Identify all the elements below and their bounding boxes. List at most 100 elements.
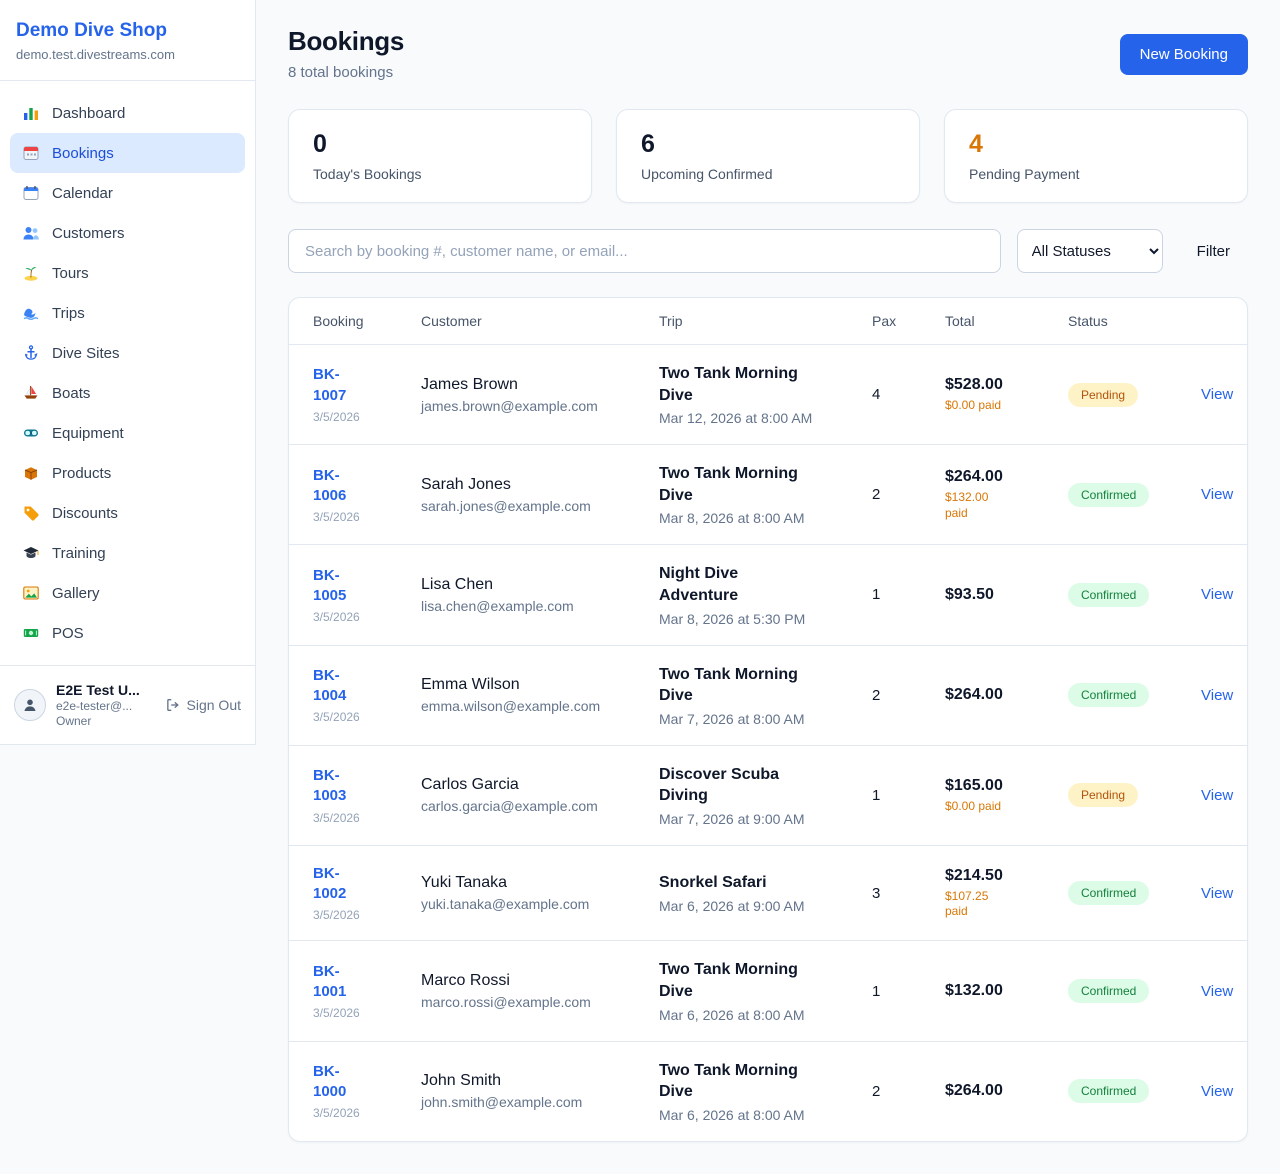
sidebar-item-trips[interactable]: Trips xyxy=(10,293,245,333)
column-header-customer: Customer xyxy=(421,313,482,329)
trip-cell: Snorkel Safari Mar 6, 2026 at 9:00 AM xyxy=(659,872,864,914)
sidebar-item-boats[interactable]: Boats xyxy=(10,373,245,413)
total-amount: $264.00 xyxy=(945,468,1003,486)
booking-link[interactable]: BK-1006 xyxy=(313,466,347,504)
total-cell: $264.00 xyxy=(945,1082,1060,1100)
sidebar-user-section: E2E Test U... e2e-tester@... Owner Sign … xyxy=(0,666,255,744)
trip-cell: Two Tank Morning Dive Mar 8, 2026 at 8:0… xyxy=(659,463,864,526)
sidebar-item-products[interactable]: Products xyxy=(10,453,245,493)
view-link[interactable]: View xyxy=(1201,884,1234,902)
booking-link[interactable]: BK-1000 xyxy=(313,1062,347,1101)
page-subtitle: 8 total bookings xyxy=(288,64,394,81)
equipment-icon xyxy=(22,424,40,442)
booking-link[interactable]: BK-1001 xyxy=(313,962,347,1001)
table-row: BK-1001 3/5/2026 Marco Rossi marco.rossi… xyxy=(289,940,1247,1040)
status-cell: Confirmed xyxy=(1068,881,1193,906)
sidebar-item-calendar[interactable]: Calendar xyxy=(10,173,245,213)
status-cell: Pending xyxy=(1068,783,1193,808)
booking-date: 3/5/2026 xyxy=(313,1106,360,1121)
customer-cell: Sarah Jones sarah.jones@example.com xyxy=(421,476,651,514)
booking-link[interactable]: BK-1004 xyxy=(313,666,347,705)
trip-name: Two Tank Morning Dive xyxy=(659,961,798,1001)
sidebar-item-customers[interactable]: Customers xyxy=(10,213,245,253)
trip-cell: Two Tank Morning Dive Mar 12, 2026 at 8:… xyxy=(659,363,864,426)
sign-out-icon xyxy=(166,699,179,711)
booking-link[interactable]: BK-1002 xyxy=(313,864,347,903)
column-header-status: Status xyxy=(1068,313,1108,329)
status-select[interactable]: All Statuses xyxy=(1016,229,1163,273)
sidebar-item-label: Products xyxy=(52,464,112,482)
status-badge: Confirmed xyxy=(1068,582,1150,607)
total-cell: $214.50 $107.25 paid xyxy=(945,867,1060,920)
filter-button[interactable]: Filter xyxy=(1179,243,1248,260)
sidebar-item-dashboard[interactable]: Dashboard xyxy=(10,93,245,133)
sidebar-item-label: Customers xyxy=(52,224,125,242)
trip-time: Mar 7, 2026 at 8:00 AM xyxy=(659,710,805,727)
sidebar-item-gallery[interactable]: Gallery xyxy=(10,573,245,613)
status-cell: Confirmed xyxy=(1068,582,1193,607)
sidebar-item-training[interactable]: Training xyxy=(10,533,245,573)
trip-time: Mar 8, 2026 at 8:00 AM xyxy=(659,510,805,527)
booking-cell: BK-1002 3/5/2026 xyxy=(313,864,413,923)
trip-time: Mar 6, 2026 at 8:00 AM xyxy=(659,1106,805,1123)
products-icon xyxy=(22,464,40,482)
stat-value: 6 xyxy=(641,130,655,158)
customer-name: Lisa Chen xyxy=(421,575,494,593)
booking-date: 3/5/2026 xyxy=(313,1006,360,1021)
view-link[interactable]: View xyxy=(1201,786,1234,804)
booking-date: 3/5/2026 xyxy=(313,610,360,625)
view-link[interactable]: View xyxy=(1201,486,1234,504)
table-row: BK-1002 3/5/2026 Yuki Tanaka yuki.tanaka… xyxy=(289,844,1247,941)
view-link[interactable]: View xyxy=(1201,982,1234,1000)
customer-email: carlos.garcia@example.com xyxy=(421,798,598,815)
pax-cell: 2 xyxy=(872,686,881,704)
search-input[interactable] xyxy=(288,229,1001,273)
paid-amount: $107.25 paid xyxy=(945,888,989,919)
sidebar-item-label: Training xyxy=(52,544,106,562)
booking-cell: BK-1004 3/5/2026 xyxy=(313,666,413,725)
paid-amount: $0.00 paid xyxy=(945,397,1002,412)
booking-link[interactable]: BK-1005 xyxy=(313,566,347,604)
actions-cell: View xyxy=(1201,586,1233,603)
sign-out-button[interactable]: Sign Out xyxy=(165,697,241,713)
booking-link[interactable]: BK-1007 xyxy=(313,366,347,404)
status-badge: Confirmed xyxy=(1068,482,1150,507)
customer-name: James Brown xyxy=(421,375,518,393)
booking-link[interactable]: BK-1003 xyxy=(313,767,347,805)
user-role: Owner xyxy=(56,714,92,728)
total-amount: $264.00 xyxy=(945,1082,1003,1100)
customer-cell: James Brown james.brown@example.com xyxy=(421,376,651,414)
sidebar-item-label: Bookings xyxy=(52,144,114,162)
view-link[interactable]: View xyxy=(1201,586,1234,604)
view-link[interactable]: View xyxy=(1201,386,1234,404)
sidebar-item-tours[interactable]: Tours xyxy=(10,253,245,293)
table-body: BK-1007 3/5/2026 James Brown james.brown… xyxy=(289,344,1247,1141)
sidebar-item-dive-sites[interactable]: Dive Sites xyxy=(10,333,245,373)
booking-date: 3/5/2026 xyxy=(313,908,360,923)
booking-cell: BK-1007 3/5/2026 xyxy=(313,365,413,424)
dashboard-icon xyxy=(22,104,40,122)
trip-name: Discover Scuba Diving xyxy=(659,765,780,805)
trip-name: Two Tank Morning Dive xyxy=(659,365,798,404)
training-icon xyxy=(22,544,40,562)
total-cell: $132.00 xyxy=(945,982,1060,1000)
stat-value: 0 xyxy=(313,130,327,158)
booking-date: 3/5/2026 xyxy=(313,810,360,825)
new-booking-button[interactable]: New Booking xyxy=(1119,34,1248,75)
total-cell: $93.50 xyxy=(945,586,1060,604)
total-amount: $214.50 xyxy=(945,866,1003,884)
view-link[interactable]: View xyxy=(1201,1082,1234,1100)
main-content: Bookings 8 total bookings New Booking 0 … xyxy=(256,0,1280,1174)
status-badge: Confirmed xyxy=(1068,881,1150,906)
actions-cell: View xyxy=(1201,687,1233,704)
sidebar-item-discounts[interactable]: Discounts xyxy=(10,493,245,533)
sidebar-item-pos[interactable]: POS xyxy=(10,613,245,653)
view-link[interactable]: View xyxy=(1201,686,1234,704)
sidebar-item-bookings[interactable]: Bookings xyxy=(10,133,245,173)
trip-cell: Two Tank Morning Dive Mar 6, 2026 at 8:0… xyxy=(659,1060,864,1123)
table-row: BK-1007 3/5/2026 James Brown james.brown… xyxy=(289,344,1247,444)
customer-cell: Carlos Garcia carlos.garcia@example.com xyxy=(421,776,651,814)
customer-cell: Yuki Tanaka yuki.tanaka@example.com xyxy=(421,874,651,912)
sidebar-item-label: Boats xyxy=(52,384,91,402)
sidebar-item-equipment[interactable]: Equipment xyxy=(10,413,245,453)
